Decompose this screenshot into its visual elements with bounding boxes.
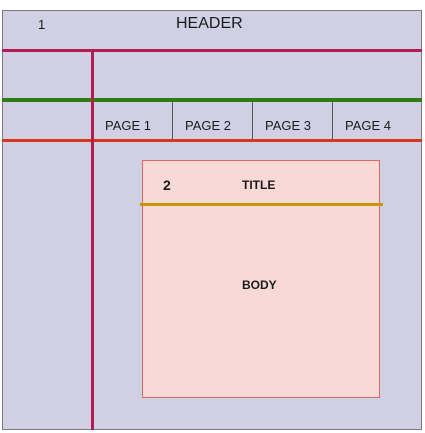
nav-top-line	[2, 98, 422, 102]
tab-page-3[interactable]: PAGE 3	[265, 118, 312, 133]
tab-page-2[interactable]: PAGE 2	[185, 118, 232, 133]
sidebar-divider-line	[91, 51, 94, 430]
tab-page-1[interactable]: PAGE 1	[105, 118, 152, 133]
tab-divider	[332, 102, 333, 140]
nav-bottom-line	[2, 139, 422, 142]
header-divider-line	[2, 49, 422, 52]
panel-title-divider-line	[140, 203, 383, 206]
header-marker: 1	[38, 17, 46, 32]
tab-page-4[interactable]: PAGE 4	[345, 118, 392, 133]
panel-marker: 2	[163, 177, 171, 193]
panel-body: BODY	[242, 278, 277, 292]
content-panel	[142, 160, 380, 398]
header-title: HEADER	[176, 15, 243, 32]
tab-divider	[252, 102, 253, 140]
panel-title: TITLE	[242, 178, 276, 192]
tab-divider	[172, 102, 173, 140]
